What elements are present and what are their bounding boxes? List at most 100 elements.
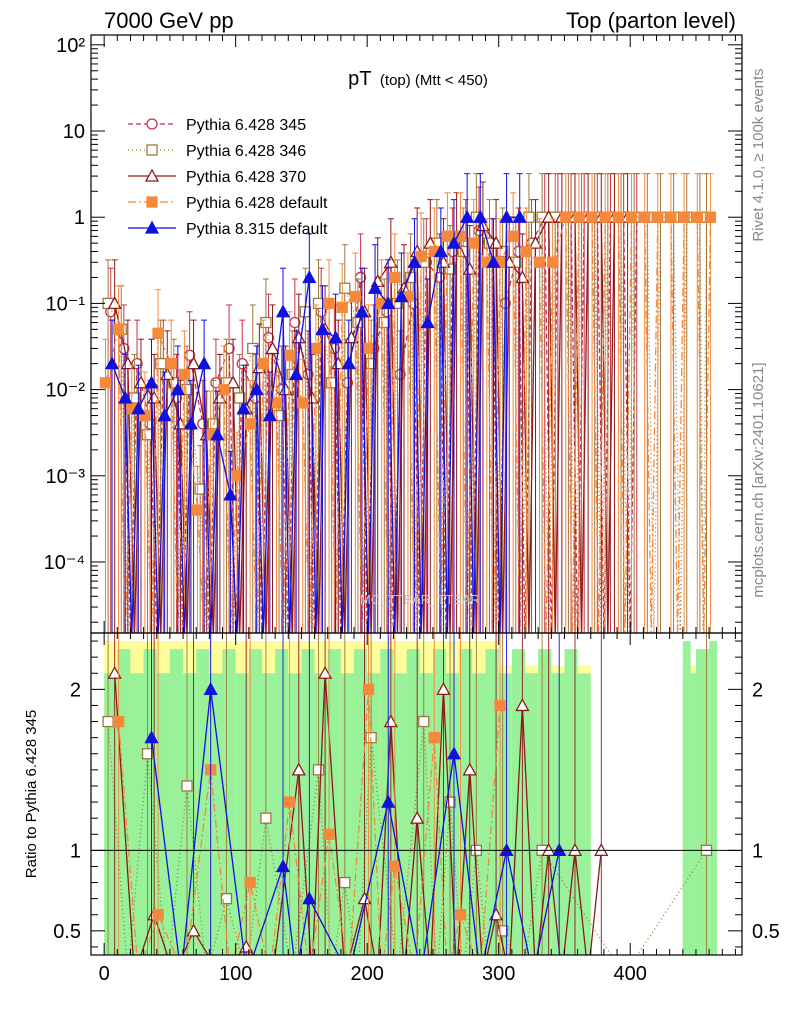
ratio-band-green [104,673,118,955]
ratio-y-tick-label-right: 0.5 [752,921,780,943]
data-point [131,401,146,415]
side-label-rivet: Rivet 4.1.0, ≥ 100k events [750,68,767,241]
data-point [247,342,259,355]
y-tick-label: 10⁻¹ [46,293,86,315]
ratio-band-green [130,673,144,955]
legend-marker [146,144,158,156]
ratio-point [152,909,164,921]
data-point [236,401,251,415]
data-point [704,211,717,223]
ratio-band-green [485,649,499,955]
ratio-band-green [196,649,210,955]
data-point [183,416,199,430]
plot-title: pT (top) (Mtt < 450) [348,68,488,90]
ratio-point [446,746,462,760]
data-point [433,244,448,258]
data-point [244,418,256,430]
data-point [652,211,664,223]
data-point [218,383,230,396]
ratio-point [318,665,333,679]
data-point [586,211,598,223]
data-point [139,409,151,422]
data-point [407,254,422,268]
data-point [178,368,191,381]
ratio-band-green [156,673,170,955]
ratio-band-green [525,673,539,955]
y-tick-label: 10⁻³ [46,466,86,488]
ratio-point [389,860,401,873]
data-point [612,211,625,223]
data-point [349,290,361,303]
data-point [691,211,703,223]
ratio-point [244,876,256,889]
ratio-band-green [143,649,157,955]
ratio-point [323,828,335,840]
data-point [441,230,454,242]
data-point [257,357,269,370]
data-point [665,211,677,223]
data-point [533,256,546,268]
ratio-point [144,730,159,744]
x-tick-label: 300 [482,963,515,985]
ratio-series-line [150,689,560,955]
ratio-point [410,810,425,824]
data-point [197,356,212,370]
data-point [625,211,638,223]
ratio-point [260,812,272,824]
y-tick-label: 10² [56,35,85,57]
data-point [249,382,264,396]
plot-title-main: pT [348,68,371,90]
ratio-point [312,764,325,776]
data-point [507,230,519,242]
data-point [310,342,322,355]
x-tick-label: 0 [99,963,110,985]
ratio-point [112,715,125,728]
data-point [394,289,409,303]
data-point [367,280,383,294]
data-point [181,383,193,396]
legend-item: Pythia 6.428 default [128,195,328,212]
data-point [210,427,225,441]
ratio-point [428,732,440,744]
data-point [315,321,330,335]
data-point [231,470,243,482]
series-line [104,216,712,633]
ratio-band-green [446,673,460,955]
x-tick-label: 100 [219,963,252,985]
data-point [499,209,514,223]
ratio-band-green [432,649,447,955]
ratio-point [381,794,396,808]
x-tick-label: 200 [350,963,383,985]
ratio-band-green [209,673,223,955]
ratio-band-green [354,649,368,955]
data-point [289,367,304,381]
data-point [262,408,277,422]
data-point [446,235,462,249]
ratio-y-tick-label-right: 2 [752,679,763,701]
legend-marker [146,118,158,130]
data-point [415,250,427,263]
ratio-point [102,715,114,728]
ratio-band-green [288,673,302,955]
ratio-point [436,681,451,695]
legend-label: Pythia 8.315 default [186,221,328,238]
ratio-band-green [709,641,718,955]
data-point [260,316,272,329]
legend-label: Pythia 6.428 370 [186,169,306,186]
data-point [302,270,317,284]
data-point [460,209,475,223]
ratio-point [203,681,218,695]
ratio-band-green [301,649,315,955]
data-point [233,392,246,404]
ratio-band-green [327,649,341,955]
data-point [468,237,480,249]
ratio-point [444,796,456,808]
series-3 [99,173,717,633]
ratio-band-green [169,649,184,955]
data-point [270,397,283,409]
y-tick-label: 1 [74,207,85,229]
data-point [265,341,280,355]
data-point [99,377,112,389]
data-point [144,375,159,389]
